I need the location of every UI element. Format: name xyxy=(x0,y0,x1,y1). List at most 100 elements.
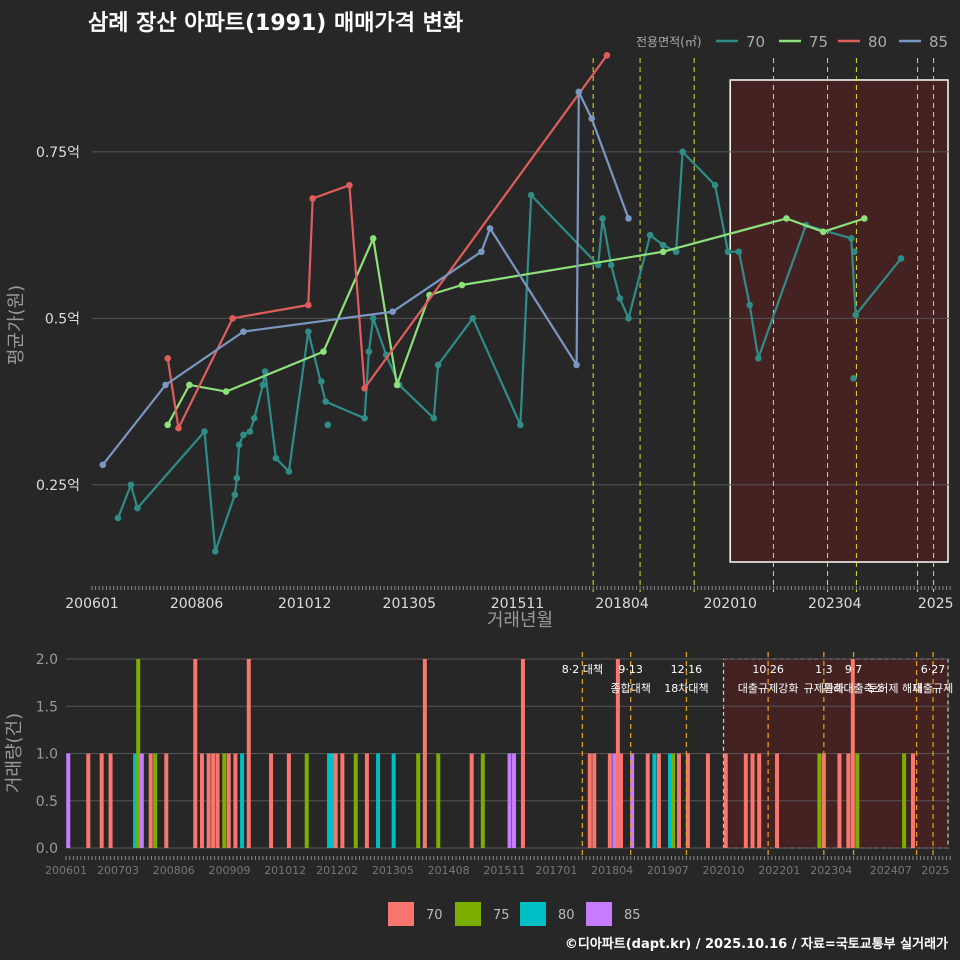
data-point-70 xyxy=(434,361,442,369)
data-point-80 xyxy=(309,195,316,202)
policy-annotation-date: 9·7 xyxy=(845,663,863,676)
volume-bar-70 xyxy=(910,753,915,848)
y-tick-label: 0.5억 xyxy=(45,311,80,327)
volume-bar-70 xyxy=(233,753,238,848)
legend-label-85: 85 xyxy=(624,908,641,923)
policy-annotation-name: 종합대책 xyxy=(610,682,650,695)
chart-title: 삼례 장산 아파트(1991) 매매가격 변화 xyxy=(88,11,463,36)
volume-bar-75 xyxy=(671,753,676,848)
volume-bar-70 xyxy=(364,753,369,848)
data-point-70 xyxy=(127,481,135,489)
data-point-85 xyxy=(573,361,580,369)
x-tick-label: 201511 xyxy=(491,596,544,612)
data-point-70 xyxy=(724,248,732,256)
volume-bar-70 xyxy=(723,753,728,848)
legend-label-75: 75 xyxy=(493,908,510,923)
legend-label-85: 85 xyxy=(929,33,948,51)
volume-bar-75 xyxy=(817,753,822,848)
volume-bar-80 xyxy=(327,753,332,848)
data-point-70 xyxy=(735,248,743,256)
volume-bar-70 xyxy=(750,753,755,848)
volume-bar-70 xyxy=(615,659,620,848)
x-tick-label: 200909 xyxy=(208,864,250,877)
x-tick-label: 201012 xyxy=(278,596,331,612)
volume-bar-70 xyxy=(520,659,525,848)
volume-bar-70 xyxy=(775,753,780,848)
data-point-85 xyxy=(389,308,397,315)
volume-bar-75 xyxy=(902,753,907,848)
y-tick-label: 1.5 xyxy=(36,699,58,715)
volume-bar-75 xyxy=(480,753,485,848)
data-point-70 xyxy=(527,191,535,199)
volume-bar-85 xyxy=(612,753,617,848)
volume-bar-75 xyxy=(855,753,860,848)
x-tick-label: 201804 xyxy=(595,596,649,612)
data-point-75 xyxy=(222,388,230,395)
data-point-70 xyxy=(322,398,329,405)
data-point-75 xyxy=(320,348,327,355)
volume-bar-70 xyxy=(837,753,842,848)
data-point-70 xyxy=(599,215,606,222)
legend-label-70: 70 xyxy=(746,33,765,51)
volume-bar-70 xyxy=(607,753,612,848)
volume-bar-80 xyxy=(652,753,657,848)
y-tick-label: 1.0 xyxy=(36,747,58,763)
data-point-70 xyxy=(231,491,239,499)
data-point-70 xyxy=(850,374,857,382)
data-point-70 xyxy=(517,421,524,429)
data-point-75 xyxy=(186,381,193,389)
x-tick-label: 201408 xyxy=(428,864,470,877)
volume-bar-70 xyxy=(246,659,251,848)
volume-bar-70 xyxy=(199,753,204,848)
x-tick-label: 201305 xyxy=(372,864,414,877)
policy-annotation-date: 6·27 xyxy=(921,663,946,676)
volume-bar-70 xyxy=(685,753,690,848)
data-point-75 xyxy=(164,421,172,429)
data-point-70 xyxy=(616,295,624,302)
x-tick-label: 201511 xyxy=(483,864,525,877)
series-line-80 xyxy=(166,54,608,430)
policy-annotation-name: 규제완화 xyxy=(804,682,844,695)
data-point-75 xyxy=(393,381,401,389)
volume-bar-80 xyxy=(133,753,138,848)
data-point-85 xyxy=(486,225,494,232)
volume-bar-75 xyxy=(304,753,309,848)
policy-annotation-name: 18차대책 xyxy=(664,682,708,695)
volume-bar-70 xyxy=(743,753,748,848)
data-point-70 xyxy=(272,454,280,462)
data-point-70 xyxy=(851,248,858,256)
volume-bar-70 xyxy=(269,753,274,848)
data-point-70 xyxy=(672,248,680,256)
volume-bar-75 xyxy=(436,753,441,848)
policy-annotation-date: 9·13 xyxy=(618,663,643,676)
data-point-70 xyxy=(250,414,258,422)
data-point-70 xyxy=(235,441,243,449)
volume-bar-70 xyxy=(148,753,153,848)
volume-bar-70 xyxy=(850,659,855,848)
data-point-80 xyxy=(361,384,368,392)
legend-label-80: 80 xyxy=(868,33,887,51)
x-axis-title: 거래년월 xyxy=(487,610,553,631)
volume-bar-70 xyxy=(676,753,681,848)
volume-bar-70 xyxy=(846,753,851,848)
x-tick-label: 202010 xyxy=(703,864,745,877)
volume-bar-70 xyxy=(645,753,650,848)
data-point-70 xyxy=(261,368,269,375)
legend-swatch-85 xyxy=(586,902,612,926)
policy-annotation-name: 토허제 해제 xyxy=(868,681,922,695)
data-point-70 xyxy=(114,514,122,522)
volume-bar-85 xyxy=(507,753,512,848)
data-point-70 xyxy=(134,504,141,512)
price-line-chart: 0.25억 0.5억 0.75억 200601 200806 201012 201305 20… xyxy=(6,33,954,631)
data-point-70 xyxy=(659,241,667,249)
volume-bar-70 xyxy=(193,659,198,848)
data-point-70 xyxy=(711,181,719,189)
data-point-70 xyxy=(679,148,686,156)
legend-swatch-80 xyxy=(520,902,546,926)
volume-bar-80 xyxy=(391,753,396,848)
legend-label-75: 75 xyxy=(809,33,828,51)
volume-bar-70 xyxy=(86,753,91,848)
data-point-80 xyxy=(346,181,353,189)
x-tick-label: 200806 xyxy=(170,596,224,612)
volume-bar-85 xyxy=(630,753,635,848)
